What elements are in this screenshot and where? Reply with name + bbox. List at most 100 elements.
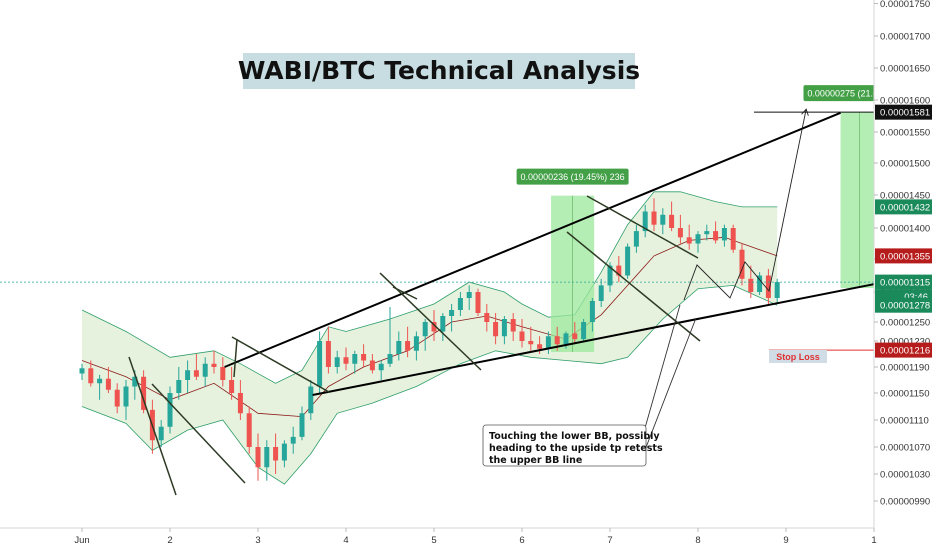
x-tick-label: 5 xyxy=(431,535,436,546)
flag-line-3b xyxy=(392,286,418,300)
candle xyxy=(598,278,604,307)
candle xyxy=(343,347,349,371)
y-tick-label: 0.00001400 xyxy=(880,224,930,235)
callout-pointer-a xyxy=(644,304,681,429)
candle xyxy=(466,285,472,310)
candle xyxy=(264,440,270,481)
x-tick-label: 8 xyxy=(695,535,700,546)
candle xyxy=(774,278,780,304)
candle xyxy=(352,350,358,374)
y-tick-label: 0.00001600 xyxy=(880,96,930,107)
annotation-callout: Touching the lower BB, possibly heading t… xyxy=(482,304,697,467)
candle xyxy=(114,383,120,414)
candle xyxy=(396,331,402,361)
candle xyxy=(739,243,745,286)
y-tick-label: 0.00001110 xyxy=(880,416,929,427)
candle xyxy=(281,440,287,468)
y-tick-label: 0.00001650 xyxy=(880,64,930,75)
x-tick-label: Jun xyxy=(74,535,89,546)
candle xyxy=(167,386,173,434)
candle xyxy=(510,313,516,341)
candle xyxy=(185,360,191,393)
wedge-lower-trendline xyxy=(312,275,912,397)
measure-label-bg-1 xyxy=(516,168,629,185)
x-tick-label: 3 xyxy=(255,535,260,546)
callout-box xyxy=(482,424,647,467)
candle xyxy=(669,201,675,232)
chart-title: WABI/BTC Technical Analysis xyxy=(238,56,640,85)
x-tick-label: 6 xyxy=(519,535,524,546)
candle xyxy=(299,406,305,441)
candle xyxy=(501,316,507,345)
flag-line-2b xyxy=(233,338,238,378)
stop-loss-label-bg xyxy=(769,350,827,363)
candle xyxy=(677,214,683,244)
candle xyxy=(721,224,727,247)
time-axis[interactable] xyxy=(0,528,874,550)
candle xyxy=(581,319,587,343)
x-tick-group: Jun 2 3 4 5 6 7 8 9 1 xyxy=(74,528,877,546)
x-tick-label: 9 xyxy=(783,535,788,546)
candle xyxy=(176,367,182,400)
candle xyxy=(413,331,419,361)
candle xyxy=(229,367,235,400)
candle xyxy=(422,319,428,351)
candle xyxy=(246,406,252,454)
candle xyxy=(695,231,701,253)
y-tick-label: 0.00001550 xyxy=(880,128,930,139)
x-tick-label: 2 xyxy=(167,535,172,546)
candle xyxy=(686,224,692,250)
flag-line-1b xyxy=(151,383,246,484)
measure-label-1: 0.00000236 (19.45%) 236 xyxy=(521,172,625,182)
price-tag-bg xyxy=(875,274,932,290)
candle xyxy=(273,433,279,474)
candle xyxy=(97,374,103,400)
title-background xyxy=(243,53,635,89)
candle xyxy=(642,204,648,238)
y-tick-label: 0.00001230 xyxy=(880,337,930,348)
price-tag-label: 0.00001315 xyxy=(880,278,930,289)
candle xyxy=(519,319,525,348)
stop-loss-label: Stop Loss xyxy=(776,352,820,362)
candle xyxy=(79,363,85,380)
candle xyxy=(123,380,129,420)
price-tag-label: 0.00001581 xyxy=(880,108,930,119)
price-tag-label: 0.00001216 xyxy=(880,346,930,357)
candle xyxy=(484,304,490,332)
price-tag-bg xyxy=(875,199,932,215)
y-tick-label: 0.00001700 xyxy=(880,32,930,43)
candle xyxy=(308,380,314,420)
flag-line-1a xyxy=(128,356,177,496)
y-tick-label: 0.00000990 xyxy=(880,497,930,508)
candle xyxy=(334,350,340,374)
candle xyxy=(493,313,499,345)
candle xyxy=(141,370,147,414)
x-tick-label: 1 xyxy=(871,535,876,546)
candle xyxy=(255,433,261,481)
y-tick-label: 0.00001070 xyxy=(880,443,930,454)
flag-line-4b xyxy=(586,195,699,259)
candle xyxy=(589,298,595,332)
candle xyxy=(765,268,771,304)
y-tick-label: 0.00001250 xyxy=(880,318,930,329)
price-tag-bg xyxy=(875,248,932,264)
price-tag-bg xyxy=(875,104,932,120)
projection-path xyxy=(683,110,806,301)
candle xyxy=(748,265,754,298)
candle xyxy=(633,224,639,253)
wedge-upper-trendline xyxy=(224,111,841,368)
candle xyxy=(237,380,243,420)
candle xyxy=(369,354,375,374)
candle xyxy=(193,354,199,380)
candle xyxy=(660,208,666,235)
flag-lines xyxy=(128,195,701,496)
candle xyxy=(220,357,226,387)
candle xyxy=(457,292,463,316)
y-tick-label: 0.00001450 xyxy=(880,191,930,202)
candle xyxy=(387,307,393,367)
candle xyxy=(757,272,763,295)
bollinger-band-fill xyxy=(82,191,778,485)
price-tag-bg xyxy=(875,297,932,313)
candle xyxy=(158,420,164,447)
